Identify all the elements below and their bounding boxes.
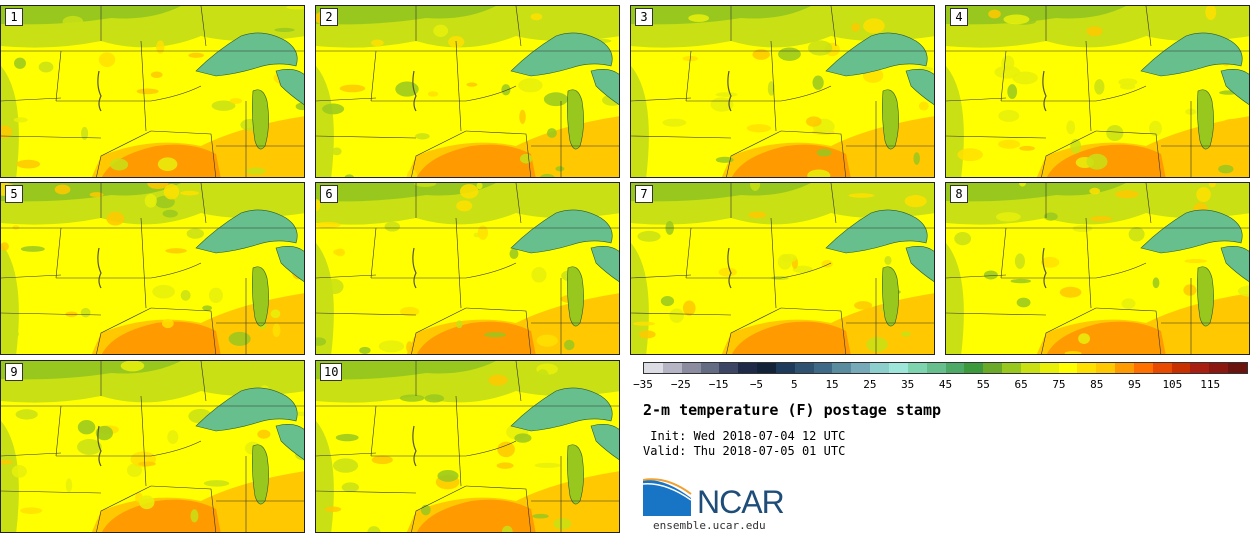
colorbar-tick-label: 85 — [1090, 378, 1104, 391]
colorbar-tick-label: 105 — [1162, 378, 1183, 391]
colorbar-swatch — [926, 363, 946, 373]
colorbar-swatch — [757, 363, 776, 373]
temperature-map — [1, 6, 304, 177]
colorbar-swatch — [1096, 363, 1116, 373]
colorbar-swatch — [832, 363, 852, 373]
colorbar-swatch — [1209, 363, 1229, 373]
colorbar-swatch — [681, 363, 701, 373]
temperature-colorbar — [643, 362, 1248, 374]
colorbar-tick-label: 75 — [1052, 378, 1066, 391]
panel-label: 1 — [5, 8, 23, 26]
map-panel-2: 2 — [315, 5, 620, 178]
panel-label: 4 — [950, 8, 968, 26]
panel-label: 3 — [635, 8, 653, 26]
colorbar-tick-label: 65 — [1014, 378, 1028, 391]
colorbar-swatch — [794, 363, 814, 373]
colorbar-tick-label: −25 — [670, 378, 691, 391]
colorbar-swatch — [1058, 363, 1078, 373]
map-panel-6: 6 — [315, 182, 620, 355]
temperature-map — [316, 6, 619, 177]
colorbar-tick-label: −5 — [749, 378, 764, 391]
colorbar-swatch — [1115, 363, 1134, 373]
colorbar-tick-label: 15 — [825, 378, 839, 391]
colorbar-swatch — [1171, 363, 1191, 373]
colorbar-swatch — [644, 363, 663, 373]
colorbar-swatch — [945, 363, 965, 373]
colorbar-tick-label: −15 — [708, 378, 729, 391]
colorbar-tick-label: 5 — [790, 378, 798, 391]
colorbar-swatch — [870, 363, 889, 373]
colorbar-tick-label: 55 — [976, 378, 990, 391]
map-panel-10: 10 — [315, 360, 620, 533]
panel-label: 6 — [320, 185, 338, 203]
panel-label: 2 — [320, 8, 338, 26]
colorbar-swatch — [662, 363, 682, 373]
colorbar-swatch — [983, 363, 1003, 373]
colorbar-swatch — [964, 363, 984, 373]
colorbar-swatch — [1002, 363, 1021, 373]
colorbar-swatch — [1152, 363, 1172, 373]
colorbar-swatch — [851, 363, 871, 373]
colorbar-swatch — [1190, 363, 1210, 373]
map-panel-8: 8 — [945, 182, 1250, 355]
colorbar-swatch — [738, 363, 758, 373]
ensemble-url: ensemble.ucar.edu — [653, 519, 766, 532]
panel-label: 10 — [320, 363, 343, 381]
temperature-map — [631, 6, 934, 177]
colorbar-swatch — [907, 363, 927, 373]
temperature-map — [946, 6, 1249, 177]
panel-label: 8 — [950, 185, 968, 203]
colorbar-swatch — [1077, 363, 1097, 373]
temperature-map — [631, 183, 934, 354]
colorbar-tick-label: 95 — [1127, 378, 1142, 391]
ncar-logo-icon — [643, 478, 692, 516]
temperature-map — [1, 361, 304, 532]
ncar-logo-text: NCAR — [697, 484, 785, 520]
colorbar-tick-label: 45 — [938, 378, 953, 391]
map-panel-9: 9 — [0, 360, 305, 533]
colorbar-swatch — [1039, 363, 1059, 373]
panel-label: 9 — [5, 363, 23, 381]
colorbar-tick-labels: −35 −25 −15 −5 5 15 25 35 45 55 65 75 85 95 105 115 — [633, 378, 1248, 392]
panel-label: 5 — [5, 185, 23, 203]
map-panel-3: 3 — [630, 5, 935, 178]
temperature-map — [316, 361, 619, 532]
colorbar-swatch — [1228, 363, 1247, 373]
colorbar-swatch — [888, 363, 908, 373]
map-panel-7: 7 — [630, 182, 935, 355]
plot-title: 2-m temperature (F) postage stamp — [643, 401, 942, 419]
colorbar-swatch — [1133, 363, 1153, 373]
temperature-map — [316, 183, 619, 354]
temperature-map — [1, 183, 304, 354]
colorbar-tick-label: 25 — [863, 378, 877, 391]
panel-label: 7 — [635, 185, 653, 203]
init-time: Init: Wed 2018-07-04 12 UTC — [643, 429, 846, 443]
map-panel-4: 4 — [945, 5, 1250, 178]
colorbar-swatch — [719, 363, 739, 373]
colorbar-tick-label: 35 — [901, 378, 915, 391]
colorbar-swatch — [1020, 363, 1040, 373]
colorbar-swatch — [813, 363, 833, 373]
colorbar-tick-label: 115 — [1200, 378, 1221, 391]
temperature-map — [946, 183, 1249, 354]
map-panel-5: 5 — [0, 182, 305, 355]
valid-time: Valid: Thu 2018-07-05 01 UTC — [643, 444, 846, 458]
colorbar-tick-label: −35 — [633, 378, 653, 391]
colorbar-swatch — [700, 363, 720, 373]
map-panel-1: 1 — [0, 5, 305, 178]
colorbar-swatch — [775, 363, 795, 373]
